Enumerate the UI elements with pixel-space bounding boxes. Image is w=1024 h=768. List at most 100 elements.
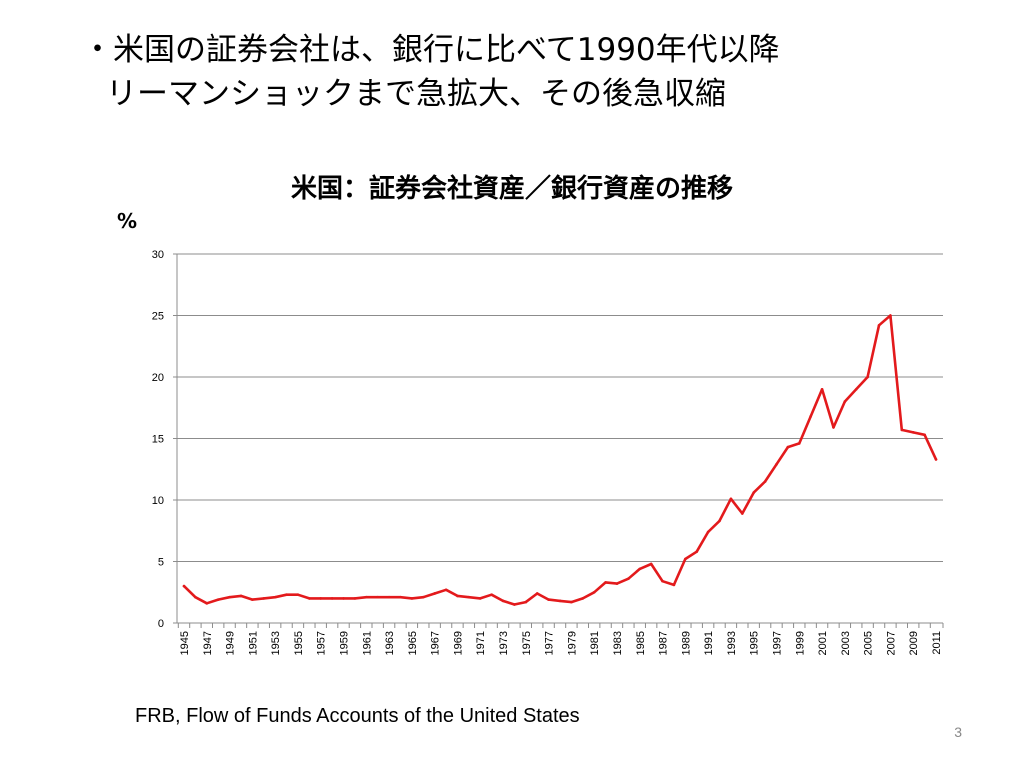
x-tick-label: 1945 <box>179 631 191 655</box>
data-point <box>854 388 858 391</box>
data-point <box>330 597 334 600</box>
x-tick-label: 2011 <box>931 631 943 655</box>
x-tick-label: 1975 <box>521 631 533 655</box>
data-point <box>923 433 926 437</box>
data-point <box>877 324 881 327</box>
x-tick-label: 1951 <box>247 631 259 655</box>
data-point <box>365 595 368 599</box>
data-point <box>934 458 938 461</box>
y-tick-label: 15 <box>152 434 164 446</box>
x-tick-label: 1963 <box>384 631 396 655</box>
data-point <box>638 567 642 571</box>
data-point <box>182 584 186 588</box>
y-tick-label: 25 <box>152 311 164 323</box>
data-point <box>308 597 311 600</box>
data-point <box>285 593 288 597</box>
x-tick-label: 1997 <box>771 631 783 655</box>
data-point <box>672 583 676 587</box>
x-tick-label: 1999 <box>794 631 806 655</box>
x-tick-label: 1949 <box>225 631 237 655</box>
source-note: FRB, Flow of Funds Accounts of the Unite… <box>135 705 580 727</box>
data-point <box>205 602 209 605</box>
data-point <box>524 600 528 604</box>
bullet-line-2: リーマンショックまで急拡大、その後急収縮 <box>106 76 726 112</box>
x-tick-label: 1985 <box>635 631 647 655</box>
data-point <box>433 592 436 595</box>
chart-title: 米国：証券会社資産／銀行資産の推移 <box>290 174 733 204</box>
x-tick-label: 1995 <box>749 631 761 655</box>
data-point <box>319 597 323 600</box>
y-tick-label: 10 <box>152 495 164 507</box>
x-tick-label: 2005 <box>863 631 875 655</box>
data-point <box>478 597 482 600</box>
data-point <box>444 588 448 592</box>
x-tick-label: 1989 <box>680 631 692 655</box>
x-tick-label: 1947 <box>202 631 214 655</box>
data-point <box>889 314 892 317</box>
slide-bullet: ・米国の証券会社は、銀行に比べて1990年代以降 リーマンショックまで急拡大、そ… <box>82 28 780 116</box>
x-tick-label: 2001 <box>817 631 829 655</box>
x-tick-label: 1959 <box>339 631 351 655</box>
data-point <box>900 428 904 432</box>
data-point <box>570 600 573 604</box>
data-point <box>547 598 550 601</box>
x-tick-label: 1971 <box>475 631 487 655</box>
x-tick-label: 1957 <box>316 631 328 655</box>
y-tick-label: 5 <box>158 557 164 569</box>
data-point <box>627 577 630 581</box>
data-point <box>558 599 562 603</box>
data-point <box>832 426 835 429</box>
x-tick-label: 2003 <box>840 631 852 655</box>
data-point <box>684 557 687 561</box>
y-tick-label: 30 <box>152 249 164 261</box>
data-point <box>911 431 915 434</box>
data-point <box>729 497 733 501</box>
y-tick-label: 20 <box>152 372 164 384</box>
data-point <box>866 375 869 379</box>
data-point <box>353 597 357 600</box>
data-point <box>228 595 231 599</box>
data-point <box>706 530 710 534</box>
data-point <box>194 595 197 599</box>
data-point <box>786 445 790 449</box>
data-point <box>809 415 812 418</box>
y-tick-label: 0 <box>158 618 164 630</box>
data-point <box>695 550 699 553</box>
data-point <box>273 595 277 599</box>
x-tick-label: 1987 <box>658 631 670 655</box>
x-tick-label: 1955 <box>293 631 305 655</box>
x-tick-label: 2007 <box>885 631 897 655</box>
data-point <box>387 595 391 599</box>
data-point <box>752 491 755 494</box>
data-point <box>775 463 778 466</box>
x-tick-label: 1969 <box>452 631 464 655</box>
data-point <box>239 594 243 598</box>
x-tick-label: 1993 <box>726 631 738 655</box>
x-tick-label: 1965 <box>407 631 419 655</box>
x-tick-label: 1967 <box>430 631 442 655</box>
bullet-line-1: ・米国の証券会社は、銀行に比べて1990年代以降 <box>82 32 780 68</box>
x-tick-label: 1991 <box>703 631 715 655</box>
x-tick-label: 1961 <box>361 631 373 655</box>
data-point <box>251 598 254 601</box>
x-tick-label: 2009 <box>908 631 920 655</box>
data-point <box>604 581 607 584</box>
data-point <box>535 592 539 595</box>
data-point <box>501 599 505 603</box>
data-point <box>843 400 847 403</box>
page-number: 3 <box>954 724 962 740</box>
y-axis-unit: % <box>117 209 138 233</box>
data-point <box>649 562 653 566</box>
data-point <box>421 595 425 599</box>
data-point <box>216 598 220 601</box>
data-point <box>592 590 596 594</box>
data-point <box>581 597 585 600</box>
data-point <box>763 480 767 483</box>
data-point <box>615 582 619 585</box>
data-point <box>797 442 801 445</box>
data-point <box>467 595 471 599</box>
x-tick-label: 1983 <box>612 631 624 655</box>
data-point <box>513 603 516 606</box>
data-point <box>456 594 459 598</box>
